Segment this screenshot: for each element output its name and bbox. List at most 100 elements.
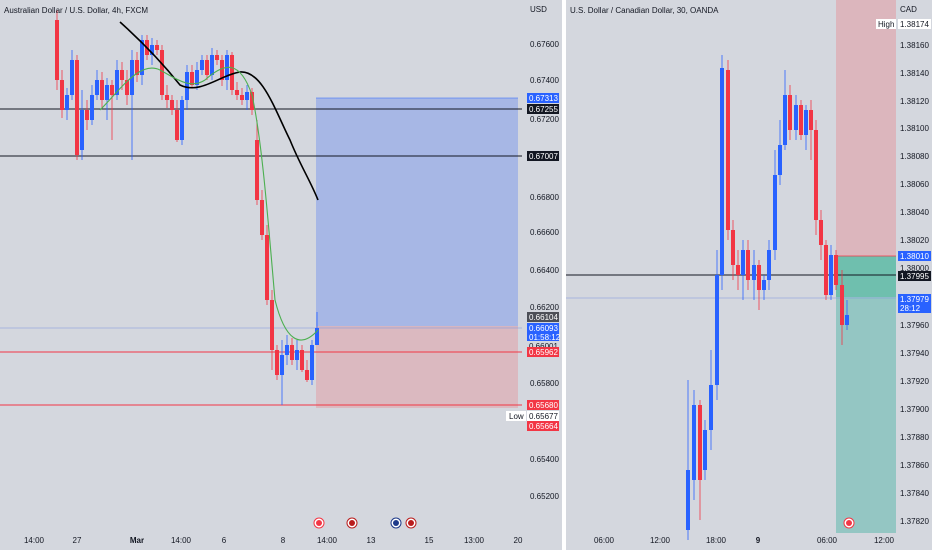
candle <box>265 235 269 300</box>
time-axis-label: 20 <box>514 536 523 545</box>
low-tag-bg <box>506 411 526 421</box>
candle <box>703 430 707 470</box>
candle <box>215 55 219 60</box>
candle <box>90 95 94 120</box>
price-axis-label: 1.38160 <box>900 41 929 50</box>
price-label: 28:12 <box>900 304 921 313</box>
candle <box>746 250 750 280</box>
candle <box>180 100 184 140</box>
price-label-bg <box>527 347 559 357</box>
us-flag-icon-inner <box>349 520 355 526</box>
time-axis-label: 6 <box>222 536 227 545</box>
candle <box>720 68 724 275</box>
candle <box>834 255 838 285</box>
target-zone <box>316 98 518 328</box>
low-tag: Low <box>509 412 524 421</box>
candle <box>741 250 745 275</box>
candle <box>245 92 249 100</box>
price-axis-label: 1.38120 <box>900 97 929 106</box>
currency-label: USD <box>530 5 547 14</box>
price-axis-label: 1.38060 <box>900 180 929 189</box>
candle <box>220 60 224 80</box>
candle <box>762 280 766 290</box>
price-axis-label: 1.38140 <box>900 69 929 78</box>
candle <box>788 95 792 130</box>
price-label: 1.38010 <box>900 252 929 261</box>
candle <box>698 405 702 480</box>
right-chart-pane[interactable]: U.S. Dollar / Canadian Dollar, 30, OANDA… <box>566 0 932 550</box>
price-label-bg <box>898 303 931 313</box>
candle <box>767 250 771 280</box>
candle <box>210 55 214 75</box>
price-label-bg <box>527 312 559 322</box>
candle <box>783 95 787 145</box>
price-label: 0.65677 <box>529 412 558 421</box>
price-label-bg <box>898 19 931 29</box>
time-axis-label: 06:00 <box>817 536 838 545</box>
right-chart-canvas[interactable]: U.S. Dollar / Canadian Dollar, 30, OANDA… <box>566 0 932 550</box>
candle <box>55 20 59 80</box>
left-chart-canvas[interactable]: Australian Dollar / U.S. Dollar, 4h, FXC… <box>0 0 562 550</box>
candle <box>140 40 144 75</box>
candle <box>160 50 164 95</box>
price-axis-label: 1.37940 <box>900 349 929 358</box>
price-label: 1.37995 <box>900 272 929 281</box>
candle <box>709 385 713 430</box>
time-axis-label: Mar <box>130 536 144 545</box>
price-label-bg <box>527 400 559 410</box>
stop-zone <box>836 0 896 256</box>
candle <box>290 345 294 360</box>
candle <box>120 70 124 80</box>
entry-zone <box>836 256 896 297</box>
pane-divider[interactable] <box>562 0 566 550</box>
price-label: 0.67255 <box>529 105 558 114</box>
price-axis-label: 0.66800 <box>530 193 559 202</box>
lightning-icon-inner <box>316 520 322 526</box>
price-label: 1.38174 <box>900 20 929 29</box>
candle <box>100 80 104 100</box>
price-label-bg <box>527 341 559 351</box>
candle <box>170 100 174 110</box>
price-label-bg <box>527 411 559 421</box>
price-axis-label: 1.38040 <box>900 208 929 217</box>
candle <box>150 45 154 55</box>
candle <box>715 275 719 385</box>
candle <box>235 90 239 95</box>
price-axis-label: 1.38100 <box>900 124 929 133</box>
time-axis-label: 27 <box>73 536 82 545</box>
currency-label: CAD <box>900 5 917 14</box>
price-axis-label: 0.67600 <box>530 40 559 49</box>
candle <box>60 80 64 110</box>
candle <box>829 255 833 295</box>
candle <box>195 70 199 85</box>
price-label-bg <box>898 294 931 304</box>
price-axis-label: 0.66400 <box>530 266 559 275</box>
candle <box>778 145 782 175</box>
candle <box>295 350 299 360</box>
price-axis-label: 1.37960 <box>900 321 929 330</box>
price-axis-label: 0.65800 <box>530 379 559 388</box>
candle <box>110 85 114 95</box>
candle <box>305 370 309 380</box>
candle <box>773 175 777 250</box>
candle <box>155 45 159 50</box>
candle <box>300 350 304 370</box>
price-label: 0.65680 <box>529 401 558 410</box>
candle <box>190 72 194 85</box>
candle <box>845 315 849 325</box>
time-axis-label: 13 <box>367 536 376 545</box>
us-flag-icon-inner <box>408 520 414 526</box>
candle <box>95 80 99 95</box>
price-label-bg <box>527 151 559 161</box>
candle <box>135 60 139 75</box>
left-chart-pane[interactable]: Australian Dollar / U.S. Dollar, 4h, FXC… <box>0 0 562 550</box>
time-axis-label: 06:00 <box>594 536 615 545</box>
price-axis-label: 0.67200 <box>530 115 559 124</box>
price-axis-label: 1.37840 <box>900 489 929 498</box>
price-axis-label: 1.38080 <box>900 152 929 161</box>
price-axis-label: 0.65400 <box>530 455 559 464</box>
candle <box>731 230 735 265</box>
candle <box>736 265 740 275</box>
time-axis-label: 14:00 <box>171 536 192 545</box>
candle <box>757 265 761 290</box>
